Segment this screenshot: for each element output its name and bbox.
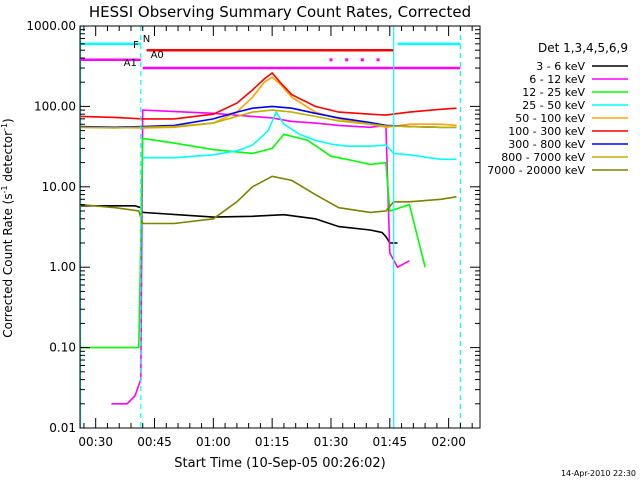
y-tick-label: 1000.00: [26, 19, 76, 33]
legend-title: Det 1,3,4,5,6,9: [538, 41, 628, 55]
y-tick-label: 0.10: [49, 341, 76, 355]
series-line-800-7000-kev: [79, 109, 457, 129]
x-tick-label: 01:15: [255, 435, 290, 449]
legend-label-50-100-kev: 50 - 100 keV: [515, 112, 585, 125]
y-axis-label-main: Corrected Count Rate (s: [1, 193, 15, 337]
legend-label-6-12-kev: 6 - 12 keV: [529, 73, 585, 86]
legend-label-800-7000-kev: 800 - 7000 keV: [501, 151, 585, 164]
series-line-7000-20000-kev: [79, 175, 457, 225]
x-tick-label: 00:45: [137, 435, 172, 449]
state-label-a0: A0: [151, 50, 164, 61]
series-layer: [79, 71, 457, 405]
legend-label-7000-20000-kev: 7000 - 20000 keV: [487, 164, 585, 177]
state-dot-marker-1: [345, 58, 349, 62]
plot-frame: [79, 25, 481, 429]
state-dot-marker-2: [360, 58, 364, 62]
footer-date: 14-Apr-2010 22:30: [561, 469, 636, 478]
state-label-f: F: [133, 40, 139, 51]
series-line-25-50-kev: [142, 110, 457, 161]
x-tick-label: 00:30: [78, 435, 113, 449]
svg-text:Corrected Count Rate (s-1 dete: Corrected Count Rate (s-1 detector-1): [0, 118, 15, 337]
legend-label-300-800-kev: 300 - 800 keV: [508, 138, 585, 151]
y-axis-label-sup: -1: [0, 185, 9, 193]
series-line-12-25-kev: [80, 133, 426, 349]
state-label-a1: A1: [124, 58, 137, 69]
chart-title: HESSI Observing Summary Count Rates, Cor…: [89, 3, 471, 21]
legend-label-25-50-kev: 25 - 50 keV: [522, 99, 585, 112]
x-tick-label: 01:45: [373, 435, 408, 449]
y-axis: 1000.00 100.00 10.00 1.00 0.10 0.01: [26, 19, 480, 435]
y-axis-label-tail: detector: [1, 131, 15, 186]
y-tick-label: 10.00: [42, 180, 76, 194]
state-dot-marker-3: [376, 58, 380, 62]
y-axis-label: Corrected Count Rate (s-1 detector-1): [0, 118, 15, 337]
y-tick-label: 1.00: [49, 260, 76, 274]
y-axis-label-end: ): [1, 118, 15, 123]
legend-label-100-300-kev: 100 - 300 keV: [508, 125, 585, 138]
x-tick-label: 01:00: [196, 435, 231, 449]
y-axis-label-sup2: -1: [0, 123, 9, 131]
state-bars: NF A0 A1: [80, 34, 461, 70]
x-tick-label: 01:30: [314, 435, 349, 449]
y-tick-label: 100.00: [34, 99, 76, 113]
x-tick-label: 02:00: [431, 435, 466, 449]
y-tick-label: 0.01: [49, 421, 76, 435]
x-axis-label: Start Time (10-Sep-05 00:26:02): [174, 456, 385, 471]
state-label-n: N: [143, 34, 150, 45]
series-line-100-300-kev: [79, 71, 457, 120]
legend-label-3-6-kev: 3 - 6 keV: [536, 60, 585, 73]
legend-label-12-25-kev: 12 - 25 keV: [522, 86, 585, 99]
x-axis: 00:30 00:45 01:00 01:15 01:30 01:45 02:00: [78, 26, 473, 449]
state-dot-marker-0: [329, 58, 333, 62]
